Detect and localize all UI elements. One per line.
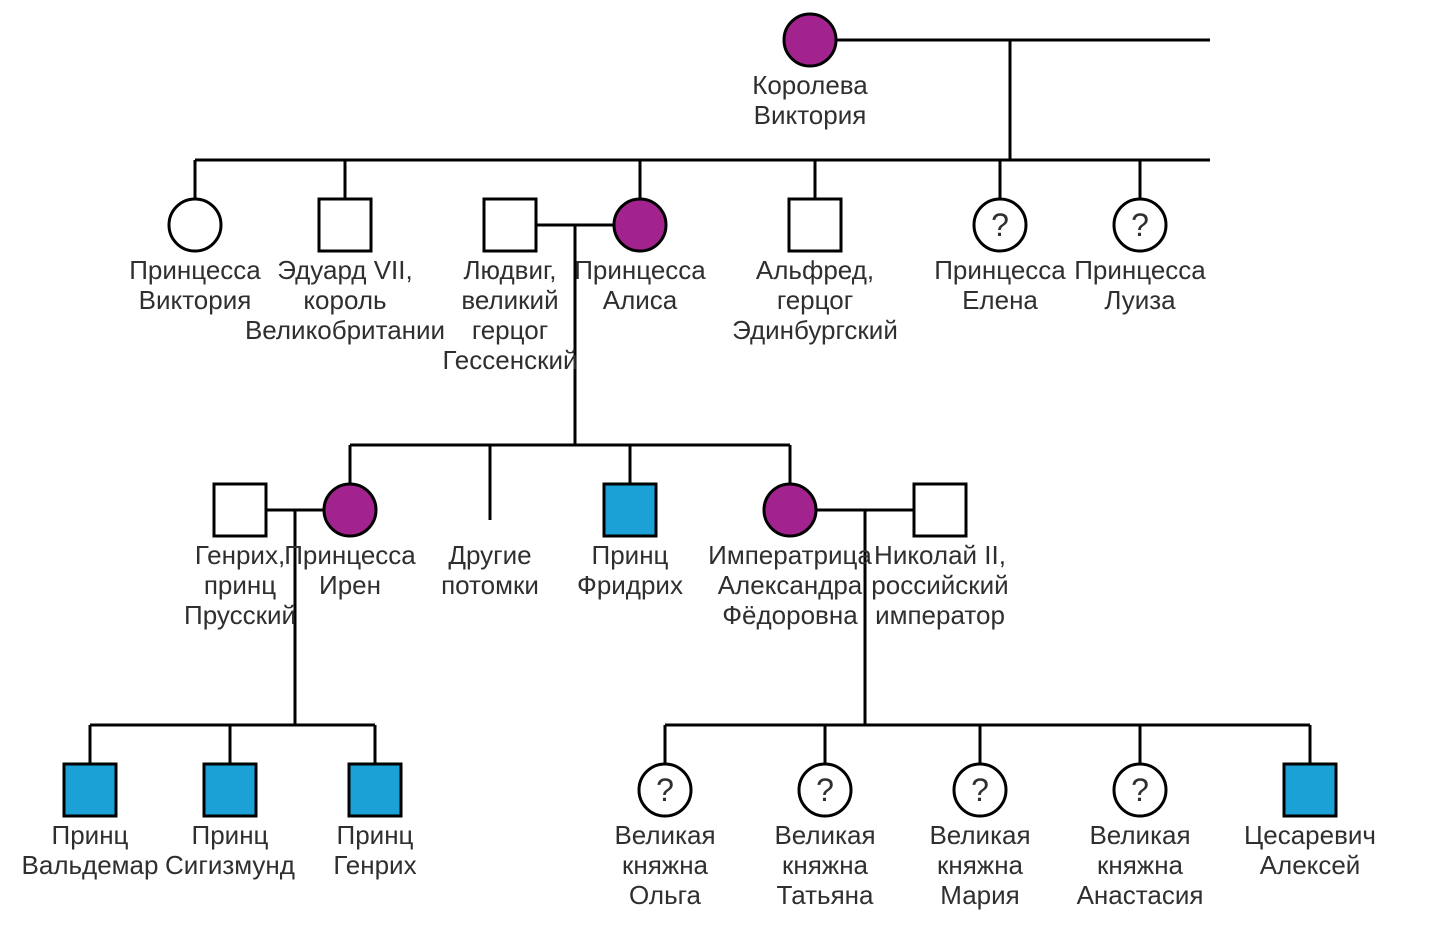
person-louise: ? — [1114, 199, 1166, 251]
label-heinrich_prussia-1: принц — [204, 570, 276, 600]
label-heinrich_prussia-0: Генрих, — [195, 540, 285, 570]
label-olga-0: Великая — [614, 820, 715, 850]
label-victoria_princess-0: Принцесса — [129, 255, 261, 285]
label-alexandra-1: Александра — [718, 570, 863, 600]
label-alice-0: Принцесса — [574, 255, 706, 285]
person-irene — [324, 484, 376, 536]
label-louise-0: Принцесса — [1074, 255, 1206, 285]
label-ludwig-3: Гессенский — [442, 345, 577, 375]
svg-text:?: ? — [1131, 772, 1149, 808]
person-heinrich_prussia — [214, 484, 266, 536]
label-edward_vii-2: Великобритании — [245, 315, 445, 345]
person-victoria_queen — [784, 14, 836, 66]
person-nicholas_ii — [914, 484, 966, 536]
label-nicholas_ii-0: Николай II, — [874, 540, 1006, 570]
svg-text:?: ? — [656, 772, 674, 808]
label-anastasia-2: Анастасия — [1077, 880, 1204, 910]
label-alice-1: Алиса — [603, 285, 678, 315]
label-helena-0: Принцесса — [934, 255, 1066, 285]
label-waldemar-1: Вальдемар — [22, 850, 159, 880]
person-heinrich_jr — [349, 764, 401, 816]
label-nicholas_ii-1: российский — [871, 570, 1008, 600]
label-olga-1: княжна — [622, 850, 709, 880]
label-edward_vii-1: король — [303, 285, 386, 315]
person-victoria_princess — [169, 199, 221, 251]
person-anastasia: ? — [1114, 764, 1166, 816]
svg-text:?: ? — [1131, 207, 1149, 243]
person-helena: ? — [974, 199, 1026, 251]
label-friedrich-1: Фридрих — [577, 570, 683, 600]
person-waldemar — [64, 764, 116, 816]
label-victoria_queen-1: Виктория — [754, 100, 867, 130]
person-alexei — [1284, 764, 1336, 816]
label-friedrich-0: Принц — [592, 540, 669, 570]
label-ludwig-2: герцог — [472, 315, 548, 345]
person-edward_vii — [319, 199, 371, 251]
person-alfred — [789, 199, 841, 251]
label-edward_vii-0: Эдуард VII, — [277, 255, 412, 285]
label-alexandra-2: Фёдоровна — [722, 600, 858, 630]
person-olga: ? — [639, 764, 691, 816]
svg-text:?: ? — [816, 772, 834, 808]
label-heinrich_jr-0: Принц — [337, 820, 414, 850]
label-alexandra-0: Императрица — [708, 540, 872, 570]
svg-text:?: ? — [991, 207, 1009, 243]
label-victoria_queen-0: Королева — [752, 70, 868, 100]
label-tatiana-1: княжна — [782, 850, 869, 880]
label-alfred-1: герцог — [777, 285, 853, 315]
label-other_desc-0: Другие — [448, 540, 531, 570]
label-olga-2: Ольга — [629, 880, 702, 910]
person-sigismund — [204, 764, 256, 816]
label-sigismund-1: Сигизмунд — [165, 850, 295, 880]
label-anastasia-1: княжна — [1097, 850, 1184, 880]
label-victoria_princess-1: Виктория — [139, 285, 252, 315]
person-maria: ? — [954, 764, 1006, 816]
label-helena-1: Елена — [962, 285, 1038, 315]
label-ludwig-0: Людвиг, — [463, 255, 556, 285]
label-alfred-0: Альфред, — [756, 255, 874, 285]
label-nicholas_ii-2: император — [875, 600, 1005, 630]
label-heinrich_jr-1: Генрих — [333, 850, 416, 880]
pedigree-diagram: ??????КоролеваВикторияПринцессаВикторияЭ… — [0, 0, 1454, 950]
svg-text:?: ? — [971, 772, 989, 808]
label-tatiana-0: Великая — [774, 820, 875, 850]
person-friedrich — [604, 484, 656, 536]
label-sigismund-0: Принц — [192, 820, 269, 850]
label-tatiana-2: Татьяна — [777, 880, 874, 910]
person-alice — [614, 199, 666, 251]
label-maria-1: княжна — [937, 850, 1024, 880]
person-alexandra — [764, 484, 816, 536]
person-tatiana: ? — [799, 764, 851, 816]
person-ludwig — [484, 199, 536, 251]
label-irene-1: Ирен — [319, 570, 381, 600]
label-maria-0: Великая — [929, 820, 1030, 850]
label-ludwig-1: великий — [461, 285, 558, 315]
label-louise-1: Луиза — [1104, 285, 1176, 315]
label-waldemar-0: Принц — [52, 820, 129, 850]
label-other_desc-1: потомки — [441, 570, 539, 600]
label-irene-0: Принцесса — [284, 540, 416, 570]
label-alfred-2: Эдинбургский — [732, 315, 898, 345]
label-heinrich_prussia-2: Прусский — [184, 600, 296, 630]
label-alexei-1: Алексей — [1260, 850, 1361, 880]
label-anastasia-0: Великая — [1089, 820, 1190, 850]
label-maria-2: Мария — [940, 880, 1019, 910]
label-alexei-0: Цесаревич — [1244, 820, 1376, 850]
